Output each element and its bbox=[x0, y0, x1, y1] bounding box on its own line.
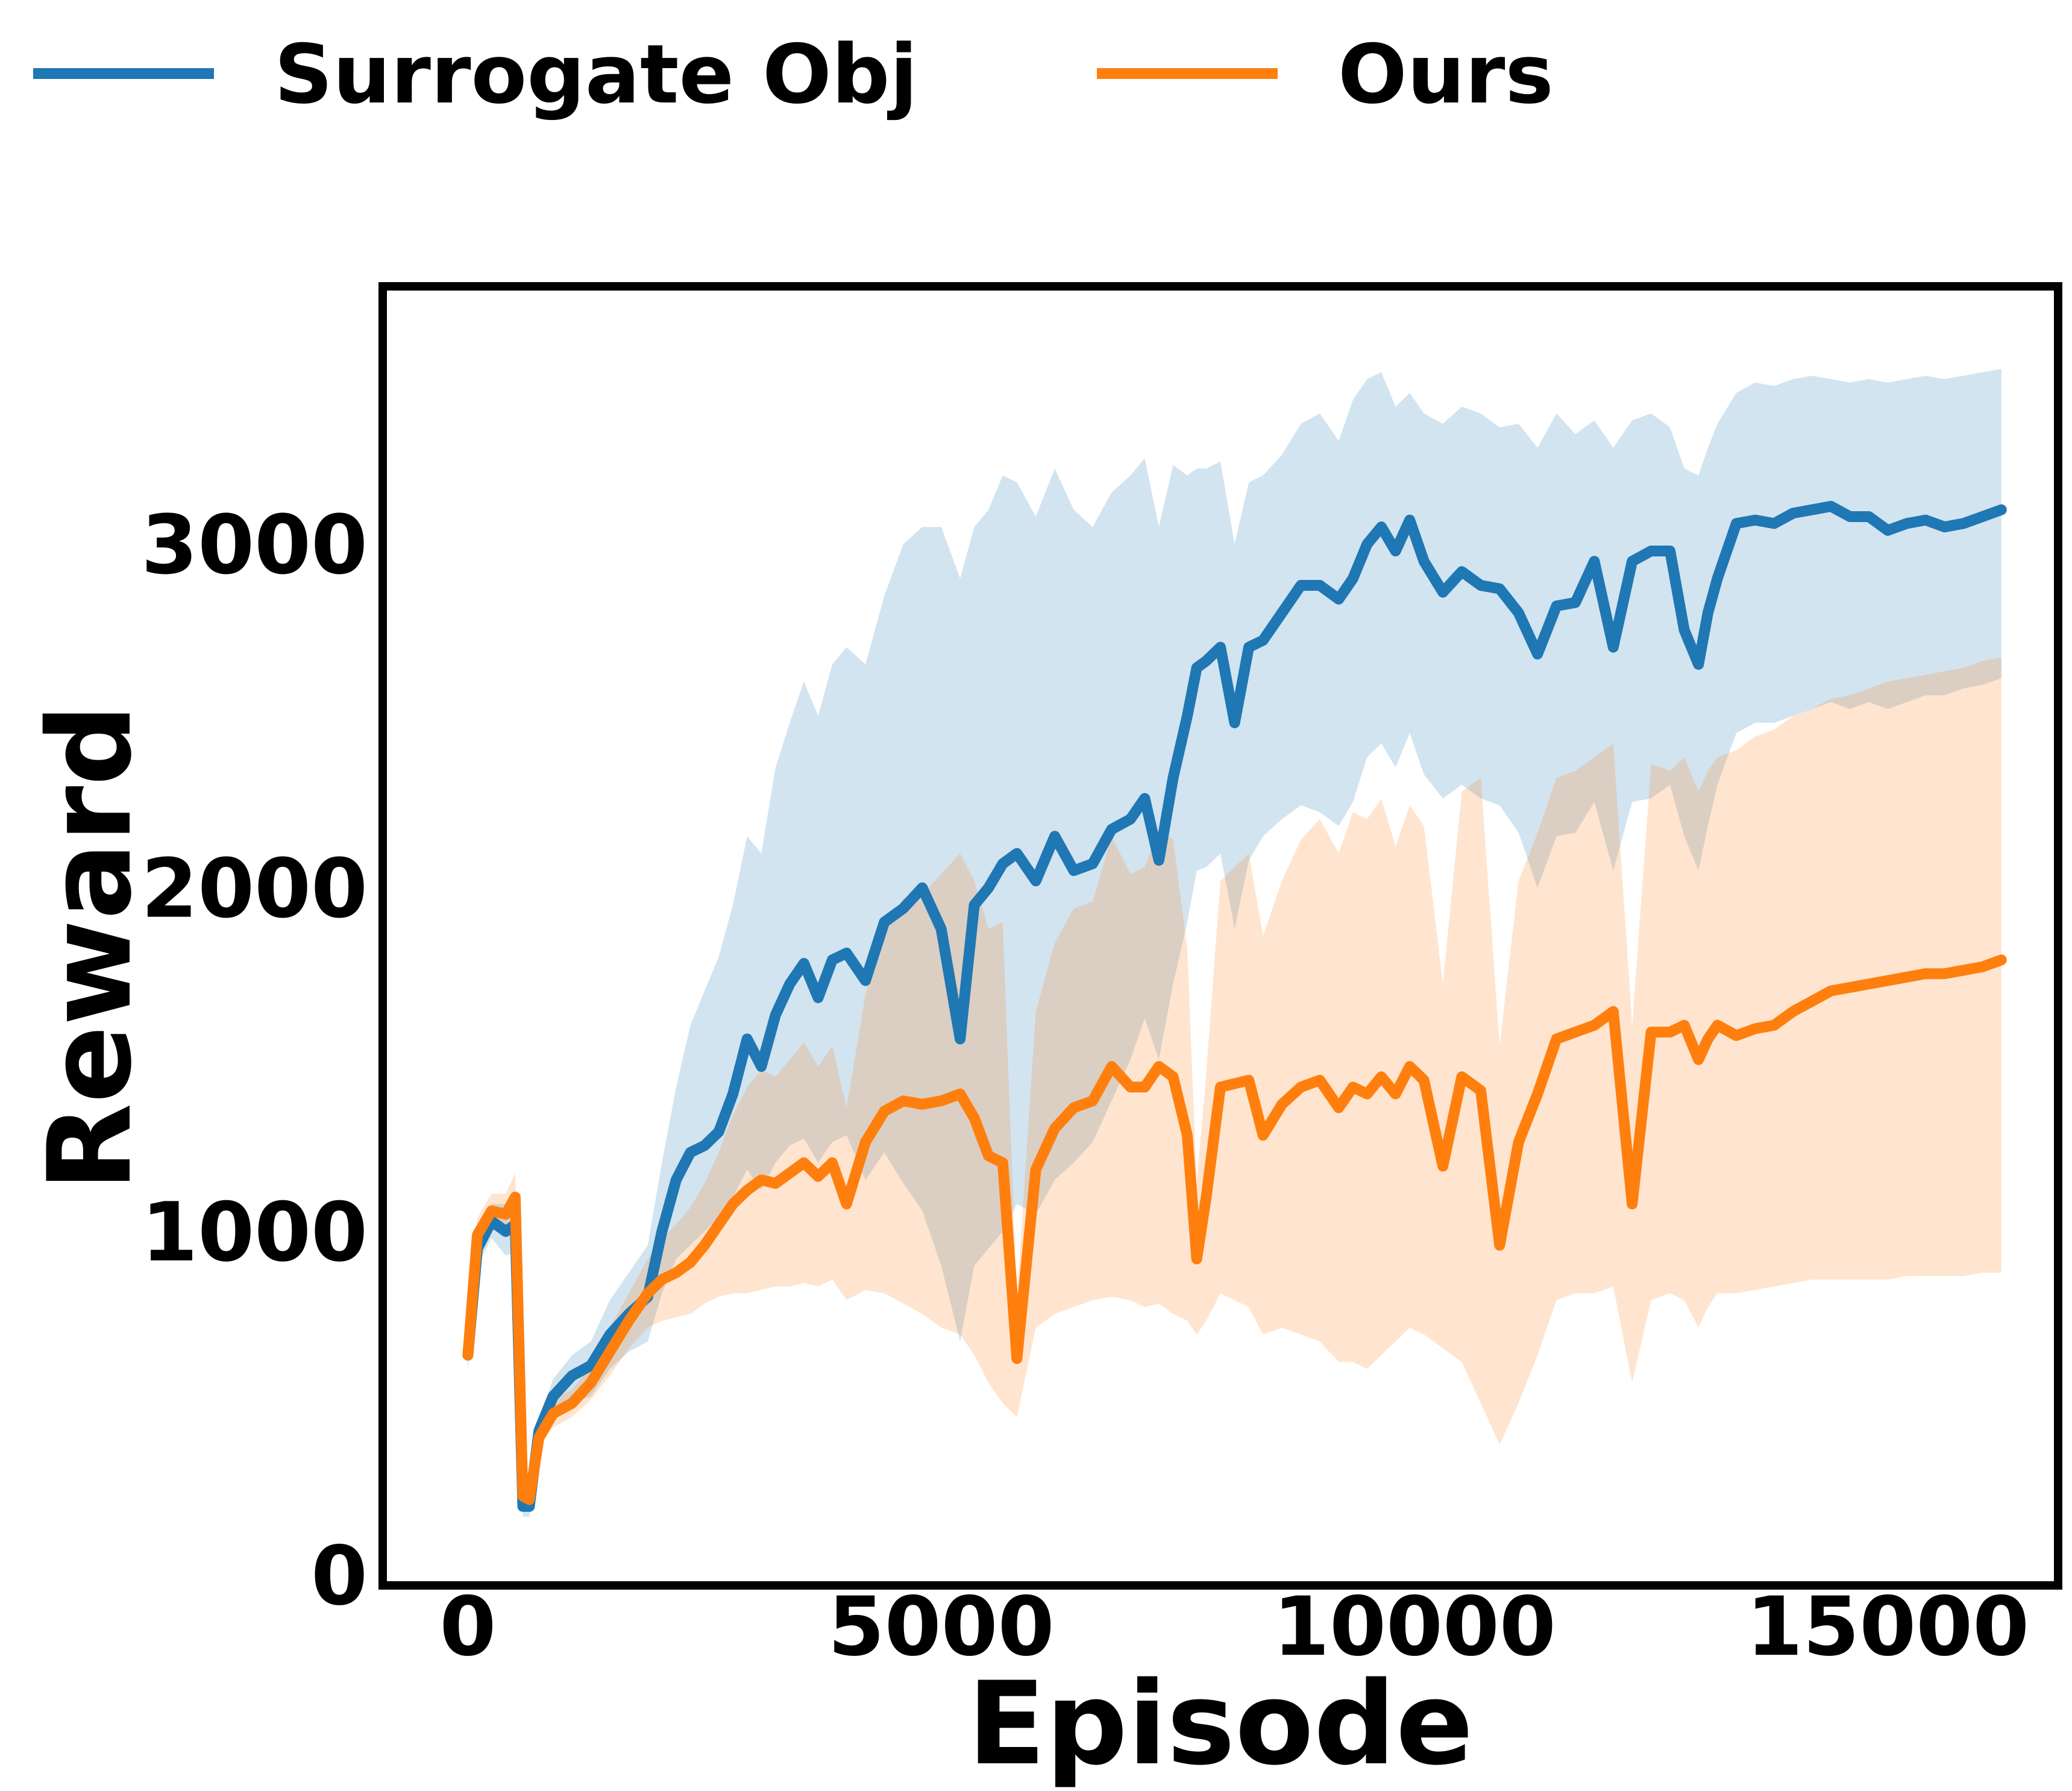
series-lines bbox=[462, 500, 2007, 1512]
y-axis-ticks: 0 1000 2000 3000 bbox=[141, 498, 368, 1623]
y-tick-label: 3000 bbox=[141, 498, 368, 593]
y-axis-label: Reward bbox=[24, 704, 157, 1192]
x-axis-label: Episode bbox=[967, 1657, 1473, 1790]
x-tick-label: 15000 bbox=[1746, 1579, 2029, 1674]
line-surrogate-obj bbox=[462, 500, 2007, 1512]
confidence-bands bbox=[468, 368, 2001, 1517]
legend: Surrogate Obj Ours bbox=[33, 27, 1554, 122]
y-tick-label: 0 bbox=[311, 1529, 368, 1623]
y-tick-label: 2000 bbox=[141, 842, 368, 936]
x-axis-ticks: 0 5000 10000 15000 bbox=[439, 1579, 2029, 1674]
x-tick-label: 0 bbox=[439, 1579, 496, 1674]
x-tick-label: 10000 bbox=[1273, 1579, 1556, 1674]
legend-label-surrogate-obj: Surrogate Obj bbox=[274, 27, 918, 122]
band-surrogate-obj bbox=[468, 368, 2001, 1517]
y-tick-label: 1000 bbox=[141, 1185, 368, 1280]
legend-label-ours: Ours bbox=[1338, 27, 1554, 122]
plot-area-frame bbox=[378, 282, 2062, 1590]
x-tick-label: 5000 bbox=[828, 1579, 1055, 1674]
line-ours bbox=[462, 954, 2007, 1505]
